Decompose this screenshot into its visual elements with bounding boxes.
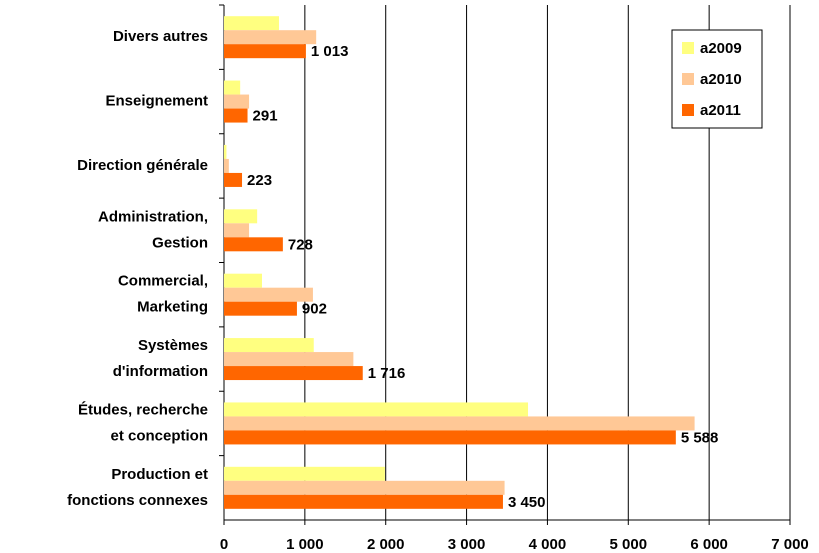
bar bbox=[224, 287, 313, 302]
bar bbox=[224, 273, 263, 288]
legend-swatch bbox=[682, 73, 694, 85]
value-label: 5 588 bbox=[681, 429, 719, 446]
bar bbox=[224, 494, 503, 509]
bar bbox=[224, 158, 229, 173]
value-label: 902 bbox=[302, 301, 327, 318]
bar bbox=[224, 466, 385, 481]
bar bbox=[224, 30, 317, 45]
y-tick-label: Commercial, bbox=[118, 273, 208, 290]
bar bbox=[224, 94, 250, 109]
y-tick-label: Direction générale bbox=[77, 157, 208, 174]
legend-swatch bbox=[682, 42, 694, 54]
y-tick-label: Divers autres bbox=[113, 28, 208, 45]
y-tick-label: Production et bbox=[111, 466, 208, 483]
x-tick-label: 1 000 bbox=[286, 536, 324, 553]
bar bbox=[224, 223, 250, 238]
bar bbox=[224, 80, 241, 95]
value-label: 1 716 bbox=[368, 365, 406, 382]
y-tick-label: fonctions connexes bbox=[67, 492, 208, 509]
bar bbox=[224, 480, 505, 495]
bar bbox=[224, 352, 354, 367]
bar bbox=[224, 430, 676, 445]
bar bbox=[224, 16, 279, 31]
y-tick-label: Gestion bbox=[152, 234, 208, 251]
bar bbox=[224, 338, 314, 353]
legend-label: a2011 bbox=[700, 102, 741, 119]
y-tick-label: Systèmes bbox=[138, 337, 208, 354]
y-tick-label: d'information bbox=[113, 363, 208, 380]
bar bbox=[224, 237, 283, 252]
legend-swatch bbox=[682, 104, 694, 116]
bar bbox=[224, 209, 258, 224]
bar bbox=[224, 108, 248, 123]
bar bbox=[224, 402, 529, 417]
legend-label: a2009 bbox=[700, 40, 742, 57]
bar bbox=[224, 366, 363, 381]
value-label: 3 450 bbox=[508, 494, 546, 511]
bar bbox=[224, 416, 695, 431]
x-tick-label: 6 000 bbox=[690, 536, 728, 553]
bar bbox=[224, 172, 243, 187]
y-tick-label: Enseignement bbox=[105, 93, 208, 110]
value-label: 1 013 bbox=[311, 43, 349, 60]
y-tick-label: Marketing bbox=[137, 299, 208, 316]
bar bbox=[224, 144, 227, 159]
value-label: 223 bbox=[247, 172, 272, 189]
x-tick-label: 7 000 bbox=[771, 536, 809, 553]
value-label: 728 bbox=[288, 236, 313, 253]
y-tick-label: et conception bbox=[110, 427, 208, 444]
x-tick-label: 2 000 bbox=[367, 536, 405, 553]
y-tick-label: Administration, bbox=[98, 208, 208, 225]
x-tick-label: 3 000 bbox=[448, 536, 486, 553]
y-tick-label: Études, recherche bbox=[78, 401, 208, 418]
x-tick-label: 4 000 bbox=[529, 536, 567, 553]
x-tick-label: 0 bbox=[220, 536, 228, 553]
x-tick-label: 5 000 bbox=[610, 536, 648, 553]
bar bbox=[224, 44, 306, 59]
legend-label: a2010 bbox=[700, 71, 742, 88]
value-label: 291 bbox=[253, 108, 278, 125]
bar bbox=[224, 301, 297, 316]
